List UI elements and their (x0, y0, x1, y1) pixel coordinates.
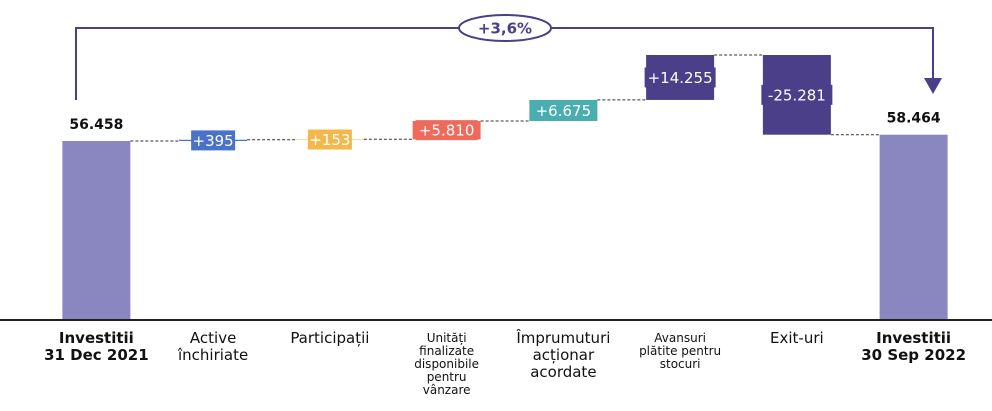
value-label: 56.458 (69, 117, 123, 133)
x-tick-line: Exit-uri (770, 329, 824, 347)
bar (879, 134, 948, 319)
value-label: 58.464 (887, 111, 941, 127)
value-label-box (191, 130, 236, 151)
value-label: +153 (309, 131, 350, 149)
value-label-box (761, 84, 833, 105)
x-tick-line: 31 Dec 2021 (44, 346, 149, 364)
x-tick-line: plătite pentru (639, 344, 721, 358)
x-tick-line: finalizate (419, 344, 474, 358)
value-label-box (532, 100, 595, 121)
x-tick-line: disponibile (414, 357, 479, 371)
arrow-head (924, 78, 942, 94)
x-tick-line: pentru (427, 370, 467, 384)
x-tick-label: Active închiriate (177, 329, 248, 364)
x-tick-line: vânzare (423, 383, 471, 397)
x-tick-label: Investitii 31 Dec 2021 (44, 329, 149, 364)
x-tick-label: Unități finalizate disponibile pentru vânzar… (414, 331, 479, 397)
x-tick-line: Avansuri (654, 331, 706, 345)
x-tick-line: Unități (427, 331, 467, 345)
value-label-box (307, 129, 352, 150)
value-label-box (415, 120, 478, 141)
value-label: -25.281 (768, 86, 826, 104)
x-tick-line: 30 Sep 2022 (861, 346, 966, 364)
x-tick-line: închiriate (177, 346, 248, 364)
value-label: +5.810 (419, 122, 475, 140)
x-tick-line: Investitii (59, 329, 134, 347)
x-tick-line: Participații (290, 329, 369, 347)
value-label-box (644, 67, 716, 88)
x-tick-line: Împrumuturi (515, 328, 610, 347)
value-label: +6.675 (536, 102, 592, 120)
x-tick-line: stocuri (660, 357, 701, 371)
x-tick-line: Active (190, 329, 236, 347)
annotation-badge (458, 14, 552, 42)
x-tick-label: Împrumuturi acționar acordate (515, 328, 610, 381)
x-tick-label: Investitii 30 Sep 2022 (861, 329, 966, 364)
x-tick-line: acordate (530, 363, 596, 381)
bar (62, 141, 131, 319)
x-tick-line: acționar (533, 346, 595, 364)
x-tick-label: Exit-uri (770, 329, 824, 347)
value-label: +395 (193, 132, 234, 150)
x-tick-label: Participații (290, 329, 369, 347)
x-tick-label: Avansuri plătite pentru stocuri (639, 331, 721, 371)
x-tick-line: Investitii (876, 329, 951, 347)
value-label: +14.255 (648, 69, 713, 87)
annotation: +3,6% (478, 20, 532, 38)
